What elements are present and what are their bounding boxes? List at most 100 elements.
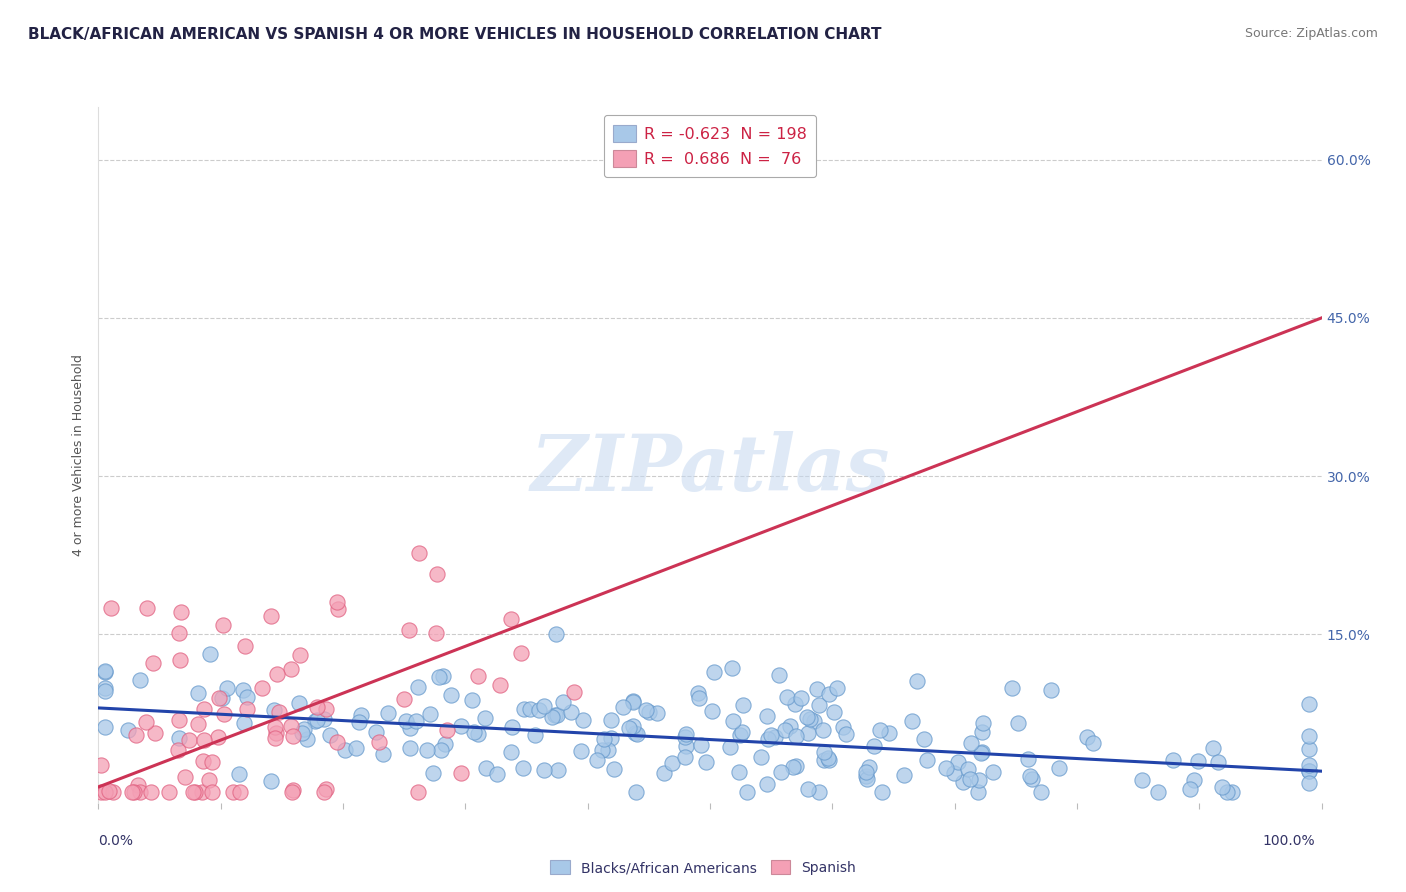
Point — [267, 705, 290, 719]
Point — [546, 627, 568, 641]
Point — [808, 698, 831, 713]
Point — [855, 772, 877, 787]
Point — [509, 647, 531, 661]
Point — [319, 728, 342, 742]
Point — [169, 653, 191, 667]
Point — [233, 639, 256, 653]
Point — [591, 742, 613, 756]
Point — [422, 766, 444, 780]
Point — [281, 785, 304, 799]
Point — [93, 720, 115, 734]
Point — [970, 746, 993, 760]
Point — [281, 783, 304, 797]
Point — [181, 785, 204, 799]
Point — [281, 729, 304, 743]
Point — [721, 714, 744, 728]
Point — [807, 785, 830, 799]
Text: Source: ZipAtlas.com: Source: ZipAtlas.com — [1244, 27, 1378, 40]
Point — [756, 731, 779, 746]
Point — [501, 720, 523, 734]
Point — [688, 690, 710, 705]
Point — [599, 731, 621, 745]
Text: ZIPatlas: ZIPatlas — [530, 431, 890, 507]
Point — [835, 727, 858, 741]
Point — [621, 719, 644, 733]
Point — [190, 785, 212, 799]
Point — [399, 741, 422, 756]
Point — [292, 722, 315, 736]
Point — [855, 769, 877, 783]
Point — [1031, 785, 1053, 799]
Point — [569, 744, 592, 758]
Point — [759, 728, 782, 742]
Point — [544, 708, 567, 723]
Point — [935, 761, 957, 775]
Point — [675, 726, 697, 740]
Point — [818, 687, 841, 701]
Point — [673, 731, 696, 745]
Point — [621, 695, 644, 709]
Text: BLACK/AFRICAN AMERICAN VS SPANISH 4 OR MORE VEHICLES IN HOUSEHOLD CORRELATION CH: BLACK/AFRICAN AMERICAN VS SPANISH 4 OR M… — [28, 27, 882, 42]
Point — [197, 772, 219, 787]
Point — [585, 753, 607, 767]
Point — [1001, 681, 1024, 695]
Point — [626, 726, 648, 740]
Point — [350, 707, 373, 722]
Point — [1202, 740, 1225, 755]
Point — [312, 712, 335, 726]
Point — [1220, 785, 1243, 799]
Point — [779, 718, 801, 732]
Point — [695, 756, 717, 770]
Point — [408, 785, 430, 799]
Point — [142, 657, 165, 671]
Point — [806, 682, 828, 697]
Point — [1211, 780, 1233, 795]
Point — [129, 785, 152, 799]
Point — [295, 732, 318, 747]
Point — [863, 739, 886, 754]
Point — [167, 714, 190, 728]
Point — [562, 685, 585, 699]
Point — [763, 730, 786, 744]
Point — [290, 726, 312, 740]
Point — [785, 759, 807, 773]
Point — [703, 665, 725, 679]
Point — [1182, 772, 1205, 787]
Point — [1021, 772, 1043, 786]
Point — [93, 665, 115, 679]
Point — [250, 681, 273, 695]
Point — [193, 754, 215, 768]
Point — [364, 725, 387, 739]
Point — [512, 761, 534, 775]
Point — [855, 764, 877, 779]
Point — [90, 785, 112, 799]
Point — [1298, 764, 1320, 779]
Point — [174, 770, 197, 784]
Point — [264, 726, 287, 740]
Point — [326, 595, 349, 609]
Point — [121, 785, 143, 799]
Point — [1007, 715, 1029, 730]
Point — [90, 758, 112, 772]
Point — [228, 767, 250, 781]
Point — [139, 785, 162, 799]
Point — [326, 602, 349, 616]
Point — [1187, 754, 1209, 768]
Legend: R = -0.623  N = 198, R =  0.686  N =  76: R = -0.623 N = 198, R = 0.686 N = 76 — [603, 115, 817, 177]
Point — [551, 695, 574, 709]
Point — [817, 751, 839, 765]
Point — [797, 782, 820, 797]
Point — [972, 716, 994, 731]
Point — [960, 736, 983, 750]
Point — [773, 723, 796, 738]
Point — [1017, 752, 1039, 766]
Point — [169, 625, 191, 640]
Point — [266, 666, 288, 681]
Point — [212, 706, 235, 721]
Point — [858, 760, 880, 774]
Point — [893, 768, 915, 782]
Point — [818, 753, 841, 767]
Point — [416, 743, 439, 757]
Point — [398, 623, 420, 637]
Point — [519, 701, 541, 715]
